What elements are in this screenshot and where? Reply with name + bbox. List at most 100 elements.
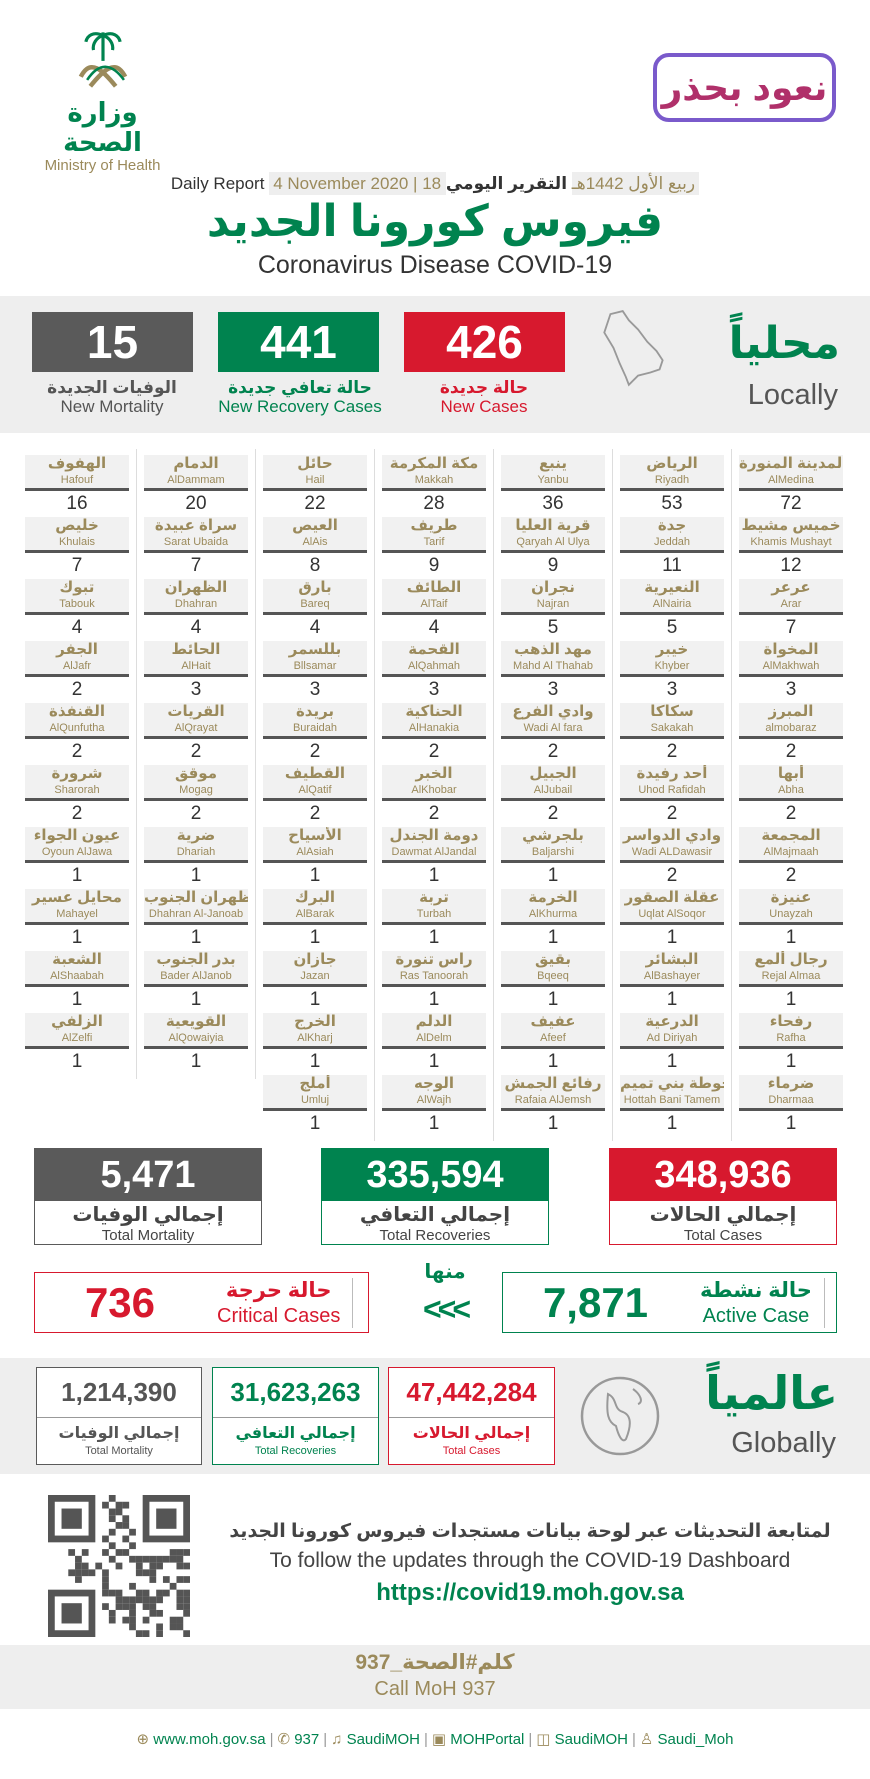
city-cases-grid: المدينة المنورة AlMedina 72 خميس مشيط Khamis…: [0, 449, 870, 1145]
city-case-count: 1: [428, 927, 440, 948]
city-case-count: 1: [785, 927, 797, 948]
city-name-en: AlShaabah: [50, 970, 104, 982]
city-cell: جازان Jazan 1: [263, 951, 367, 1013]
city-name-en: Hafouf: [60, 474, 94, 486]
city-name-en: AlBarak: [295, 908, 335, 920]
city-label: المخواة AlMakhwah: [739, 641, 843, 677]
city-name-en: AlAis: [302, 536, 328, 548]
of-which-label: منها: [424, 1261, 466, 1283]
city-label: الدلم AlDelm: [382, 1013, 486, 1049]
city-case-count: 8: [309, 555, 321, 576]
global-cases-en: Total Cases: [442, 1445, 501, 1457]
city-label: بدر الجنوب Bader AlJanob: [144, 951, 248, 987]
city-cell: الخبر AlKhobar 2: [382, 765, 486, 827]
city-cell: وادي الدواسر Wadi ALDawasir 2: [620, 827, 724, 889]
city-name-en: Unayzah: [769, 908, 813, 920]
globe-icon: [580, 1376, 660, 1456]
city-cell: النعيرية AlNairia 5: [620, 579, 724, 641]
city-cell: الجبيل AlJubail 2: [501, 765, 605, 827]
city-cell: رجال ألمع Rejal Almaa 1: [739, 951, 843, 1013]
city-name-ar: الدلم: [415, 1013, 453, 1030]
city-case-count: 2: [666, 803, 678, 824]
city-label: حائل Hail: [263, 455, 367, 491]
city-name-ar: شرورة: [51, 765, 103, 782]
footer-link[interactable]: ✆ 937: [277, 1731, 319, 1748]
footer-link[interactable]: ◫ SaudiMOH: [536, 1731, 628, 1748]
city-cell: مهد الذهب Mahd Al Thahab 3: [501, 641, 605, 703]
city-cell: سكاكا Sakakah 2: [620, 703, 724, 765]
city-name-en: AlJubail: [533, 784, 573, 796]
city-case-count: 22: [304, 493, 326, 514]
city-cell: وادي الفرع Wadi Al fara 2: [501, 703, 605, 765]
footer-links: ⊕ www.moh.gov.sa | ✆ 937 | ♫ SaudiMOH | ▣ MOHP…: [0, 1730, 870, 1750]
city-name-ar: الرياض: [646, 455, 698, 472]
footer-link[interactable]: ▣ MOHPortal: [432, 1731, 525, 1748]
city-cell: الأسياح AlAsiah 1: [263, 827, 367, 889]
city-name-ar: القريات: [167, 703, 225, 720]
divider: |: [423, 1731, 428, 1748]
city-name-ar: تبوك: [59, 579, 95, 596]
city-name-en: Dharmaa: [768, 1094, 814, 1106]
city-cell: العيص AlAis 8: [263, 517, 367, 579]
city-name-ar: خليص: [55, 517, 99, 534]
city-label: القطيف AlQatif: [263, 765, 367, 801]
qr-code[interactable]: [48, 1495, 190, 1637]
city-name-en: Wadi Al fara: [523, 722, 583, 734]
footer-link[interactable]: ♙ Saudi_Moh: [640, 1731, 734, 1748]
city-name-ar: خيبر: [655, 641, 689, 658]
city-name-ar: مكة المكرمة: [389, 455, 479, 472]
city-label: القريات AlQrayat: [144, 703, 248, 739]
footer-link[interactable]: ⊕ www.moh.gov.sa: [137, 1731, 266, 1748]
palm-swords-emblem-icon: [78, 32, 127, 88]
city-case-count: 3: [785, 679, 797, 700]
city-cell: عقلة الصقور Uqlat AlSoqor 1: [620, 889, 724, 951]
city-label: شرورة Sharorah: [25, 765, 129, 801]
global-mortality-value: 1,214,390: [37, 1368, 201, 1418]
dashboard-link[interactable]: https://covid19.moh.gov.sa: [376, 1579, 684, 1606]
globe-icon: ⊕: [136, 1731, 150, 1748]
city-case-count: 3: [190, 679, 202, 700]
city-name-ar: الشعبة: [52, 951, 102, 968]
city-name-en: Sharorah: [54, 784, 100, 796]
global-cases-card: 47,442,284 إجمالي الحالات Total Cases: [388, 1367, 555, 1465]
city-label: الحناكية AlHanakia: [382, 703, 486, 739]
city-name-en: Khamis Mushayt: [750, 536, 832, 548]
city-name-en: AlTaif: [420, 598, 448, 610]
city-label: النعيرية AlNairia: [620, 579, 724, 615]
city-label: الرياض Riyadh: [620, 455, 724, 491]
critical-cases-label: حالة حرجة Critical Cases: [205, 1277, 354, 1328]
city-case-count: 53: [661, 493, 683, 514]
city-cell: البرك AlBarak 1: [263, 889, 367, 951]
city-name-en: AlJafr: [62, 660, 92, 672]
city-name-ar: بلجرشي: [522, 827, 584, 844]
city-cell: المجمعة AlMajmaah 2: [739, 827, 843, 889]
global-recoveries-card: 31,623,263 إجمالي التعافي Total Recoveri…: [212, 1367, 379, 1465]
city-case-count: 1: [666, 1051, 678, 1072]
city-name-en: Jazan: [300, 970, 330, 982]
total-recoveries-ar: إجمالي التعافي: [359, 1204, 511, 1226]
city-name-en: Khulais: [58, 536, 96, 548]
city-label: مكة المكرمة Makkah: [382, 455, 486, 491]
city-case-count: 11: [662, 555, 682, 576]
city-label: الخرمة AlKhurma: [501, 889, 605, 925]
city-name-ar: حائل: [297, 455, 333, 472]
city-name-ar: القنفذة: [48, 703, 105, 720]
city-name-ar: المخواة: [763, 641, 819, 658]
footer-link[interactable]: ♫ SaudiMOH: [331, 1731, 420, 1748]
locally-heading-ar: محلياً: [728, 319, 840, 368]
global-summary: 1,214,390 إجمالي الوفيات Total Mortality…: [0, 1358, 870, 1474]
city-case-count: 12: [780, 555, 802, 576]
moh-logo-english: Ministry of Health: [44, 157, 161, 174]
city-cell: ظهران الجنوب Dhahran Al-Janoab 1: [144, 889, 248, 951]
city-name-en: AlBashayer: [643, 970, 701, 982]
active-cases-card: 7,871 حالة نشطة Active Case: [502, 1272, 837, 1333]
city-case-count: 1: [71, 1051, 83, 1072]
city-label: الدمام AlDammam: [144, 455, 248, 491]
city-name-en: Rafha: [776, 1032, 806, 1044]
city-cell: الشعبة AlShaabah 1: [25, 951, 129, 1013]
city-name-en: Najran: [536, 598, 570, 610]
total-cases-card: 348,936 إجمالي الحالات Total Cases: [609, 1148, 837, 1245]
city-cell: مكة المكرمة Makkah 28: [382, 455, 486, 517]
critical-cases-card: 736 حالة حرجة Critical Cases: [34, 1272, 369, 1333]
city-name-en: Qaryah Al Ulya: [516, 536, 590, 548]
